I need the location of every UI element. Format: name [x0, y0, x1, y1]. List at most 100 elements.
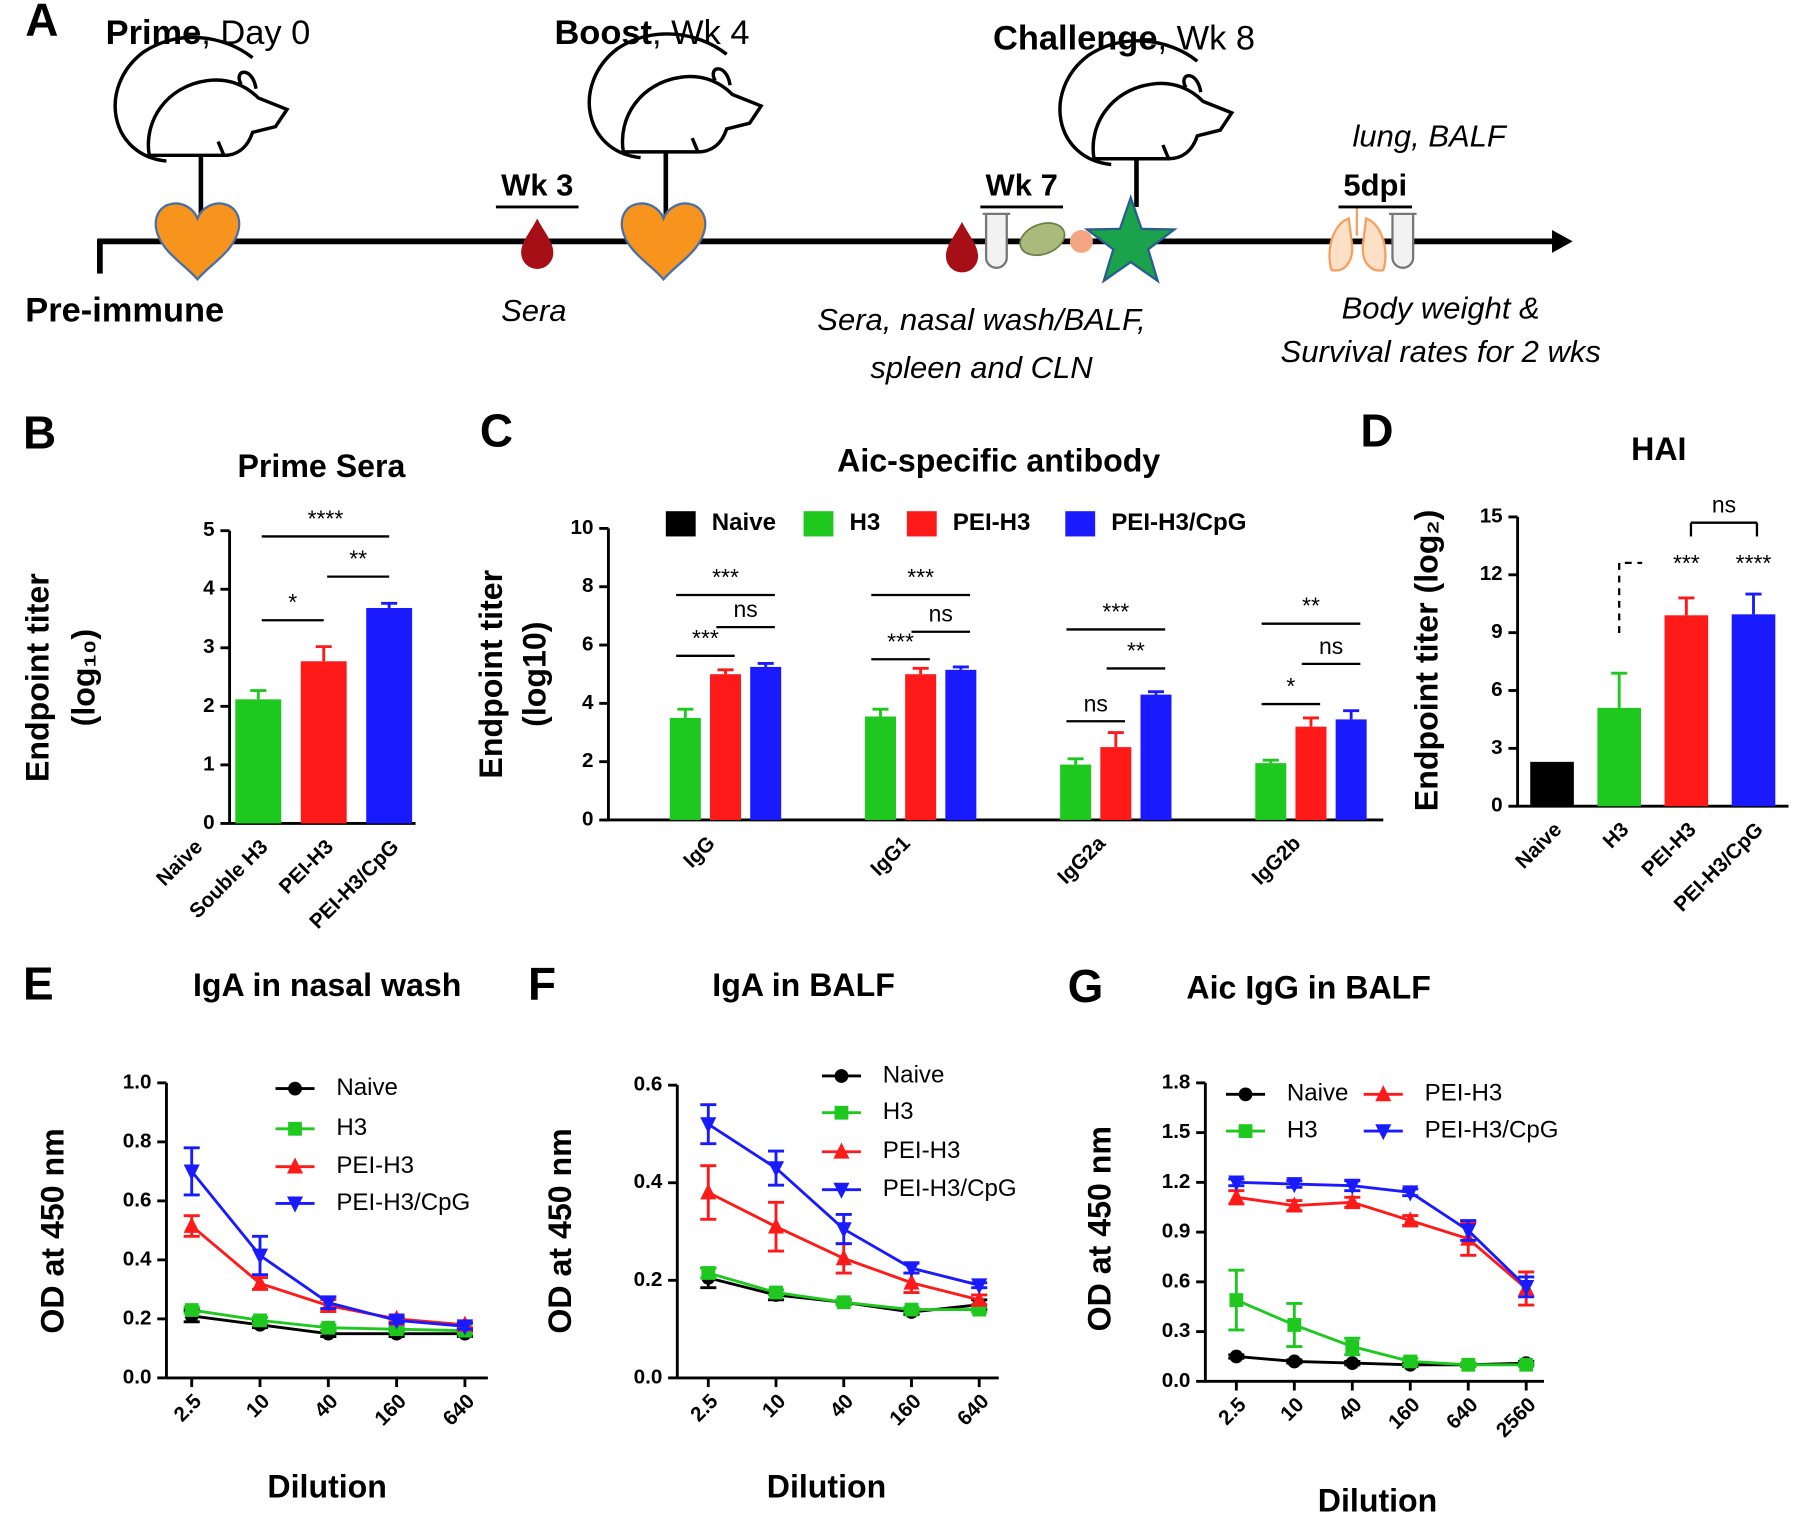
marker [971, 1290, 988, 1307]
event-time: , Wk 8 [1157, 20, 1255, 58]
heart-icon [154, 202, 241, 281]
marker [1229, 1349, 1244, 1364]
significance-label: *** [692, 625, 719, 651]
significance-label: *** [1102, 598, 1129, 624]
legend-swatch [1065, 511, 1096, 537]
y-tick-label: 10 [571, 516, 594, 539]
bar [1530, 761, 1574, 807]
legend-label: PEI-H3/CpG [1111, 509, 1246, 536]
y-tick-label: 6 [1491, 678, 1503, 701]
legend-swatch [803, 511, 834, 537]
y-tick-label: 2 [582, 749, 593, 772]
y-tick-label: 3 [1491, 736, 1503, 759]
marker [836, 1295, 851, 1310]
significance-label: ns [929, 601, 953, 627]
y-axis-label: (log₁₀) [66, 629, 102, 726]
y-axis-label: Endpoint titer [473, 569, 509, 778]
bar [1140, 694, 1172, 820]
legend-label: PEI-H3 [336, 1152, 414, 1179]
y-tick-label: 0.4 [634, 1170, 663, 1193]
bar [1731, 614, 1776, 807]
tube-icon [1387, 212, 1418, 269]
significance-label: ns [1319, 633, 1343, 659]
marker [456, 1319, 473, 1336]
y-axis-label: Endpoint titer (log₂) [1409, 510, 1445, 812]
marker [767, 1161, 785, 1178]
marker [835, 1222, 852, 1239]
series-line [1235, 1298, 1527, 1367]
significance-label: ns [1084, 690, 1108, 716]
legend-label: PEI-H3/CpG [1425, 1116, 1559, 1143]
chart-title: IgA in nasal wash [193, 967, 461, 1003]
legend-swatch [906, 511, 937, 537]
dashed-connector [1618, 561, 1643, 633]
x-tick-label: 40 [310, 1390, 343, 1423]
note: lung, BALF [1353, 118, 1508, 153]
y-tick-label: 0 [203, 811, 215, 834]
x-tick-label: PEI-H3 [1637, 818, 1700, 881]
chart-title: Prime Sera [237, 448, 406, 484]
legend-label: Naive [883, 1061, 945, 1088]
legend-label: Naive [1287, 1080, 1349, 1107]
x-tick-label: 40 [1334, 1393, 1367, 1426]
x-tick-label: 2.5 [1214, 1393, 1251, 1430]
y-tick-label: 0.3 [1162, 1319, 1191, 1342]
y-tick-label: 5 [203, 518, 215, 541]
marker [700, 1183, 717, 1200]
panel-label: C [480, 404, 513, 456]
marker [903, 1273, 920, 1290]
marker [833, 1142, 850, 1159]
blood-drop-icon [945, 221, 979, 273]
y-axis-label: (log10) [517, 622, 553, 727]
chart-title: Aic-specific antibody [837, 442, 1160, 478]
marker [1402, 1185, 1419, 1202]
marker [903, 1261, 920, 1278]
legend-label: H3 [883, 1098, 914, 1125]
significance-label: ** [1127, 637, 1145, 663]
bar [1335, 719, 1367, 820]
x-axis-label: Dilution [267, 1469, 387, 1505]
x-tick-label: 160 [1384, 1393, 1425, 1434]
bar [905, 674, 937, 820]
y-tick-label: 0 [1491, 794, 1503, 817]
marker [833, 1182, 850, 1199]
event-label: Boost, Wk 4 [554, 14, 749, 52]
mouse-icon [1058, 39, 1234, 167]
marker [834, 1069, 849, 1083]
marker [286, 1157, 304, 1174]
x-tick-label: 40 [826, 1390, 859, 1423]
marker [1344, 1178, 1361, 1195]
marker [1345, 1356, 1360, 1370]
marker [1286, 1177, 1303, 1194]
series-line [1236, 1180, 1528, 1288]
marker [1286, 1196, 1303, 1213]
x-tick-label: 160 [370, 1390, 411, 1431]
y-axis-label: Endpoint titer [20, 573, 56, 782]
y-axis-label: OD at 450 nm [1082, 1126, 1118, 1331]
note: Sera [501, 293, 566, 328]
panel-label: A [25, 0, 58, 45]
marker [388, 1313, 405, 1330]
marker [834, 1105, 849, 1120]
bar [366, 607, 413, 824]
panel-label: D [1360, 404, 1393, 456]
marker [253, 1313, 267, 1328]
bar [669, 717, 701, 820]
y-tick-label: 1 [203, 752, 215, 775]
y-tick-label: 0.2 [123, 1306, 152, 1329]
y-tick-label: 1.0 [123, 1070, 152, 1093]
y-tick-label: 0.4 [123, 1247, 152, 1270]
lymph-node-icon [1069, 229, 1093, 253]
y-axis-label: OD at 450 nm [542, 1128, 578, 1333]
x-tick-label: Naive [152, 835, 207, 890]
marker [1375, 1124, 1392, 1141]
legend-label: PEI-H3 [1425, 1080, 1503, 1107]
bar [235, 699, 282, 824]
y-tick-label: 0.0 [123, 1365, 152, 1388]
y-tick-label: 4 [203, 577, 215, 600]
sampling-label: 5dpi [1343, 168, 1407, 203]
y-tick-label: 0.6 [123, 1188, 152, 1211]
mouse-icon [113, 35, 289, 163]
legend-label: PEI-H3 [953, 509, 1031, 536]
challenge-star [1083, 194, 1178, 284]
